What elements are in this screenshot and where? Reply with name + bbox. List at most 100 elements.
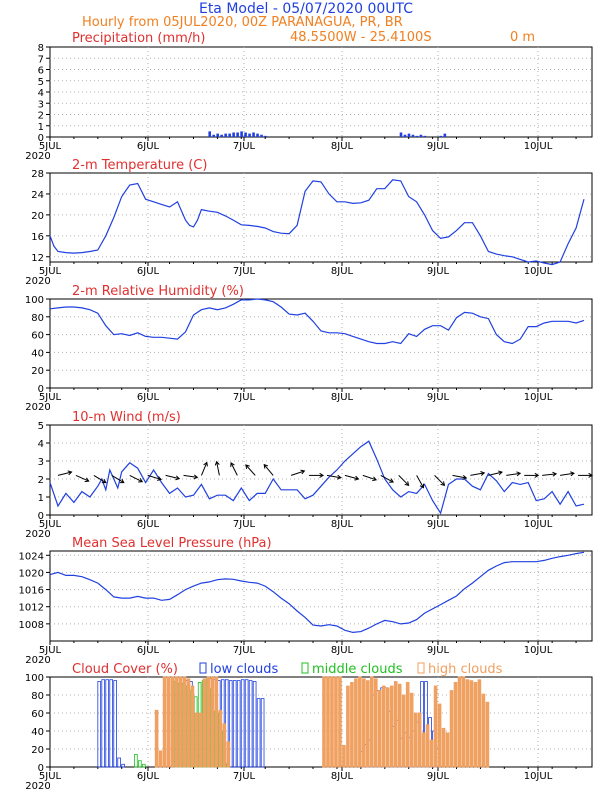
- cloud-bar-high-clouds: [158, 750, 163, 768]
- x-tick-label: 10JUL: [524, 519, 553, 530]
- x-tick-label: 10JUL: [524, 266, 553, 277]
- x-tick-label: 5JUL: [39, 141, 62, 152]
- wind-barb-head: [480, 471, 486, 476]
- wind-barb-head: [245, 464, 250, 470]
- cloud-bar-high-clouds: [381, 685, 386, 768]
- chart-subtitle: Hourly from 05JUL2020, 00Z PARANAGUA, PR…: [82, 15, 403, 30]
- y-tick-label: 80: [31, 691, 44, 702]
- cloud-bar-high-clouds: [405, 682, 410, 768]
- wind-barb-head: [175, 475, 181, 481]
- cloud-bar-low-clouds: [121, 763, 125, 768]
- y-tick-label: 12: [31, 253, 44, 264]
- panel-title: Cloud Cover (%): [72, 662, 178, 677]
- wind-barb-head: [516, 471, 522, 477]
- cloud-bar-high-clouds: [346, 685, 350, 768]
- cloud-bar-high-clouds: [330, 676, 334, 768]
- cloud-bar-middle-clouds: [142, 763, 146, 768]
- cloud-bar-high-clouds: [421, 732, 426, 768]
- cloud-bar-low-clouds: [252, 681, 257, 768]
- year-label: 2020: [25, 276, 50, 287]
- cloud-bar-high-clouds: [154, 709, 159, 768]
- y-tick-label: 20: [31, 366, 44, 377]
- year-label: 2020: [25, 402, 50, 413]
- precip-bar: [256, 133, 259, 137]
- cloud-bar-high-clouds: [222, 723, 227, 768]
- y-tick-label: 28: [31, 169, 44, 180]
- x-tick-label: 7JUL: [233, 771, 256, 782]
- legend-label: middle clouds: [312, 662, 403, 677]
- x-tick-label: 5JUL: [39, 645, 62, 656]
- wind-barb: [326, 474, 341, 479]
- panel-frame: [49, 298, 593, 389]
- x-tick-label: 9JUL: [427, 266, 450, 277]
- cloud-bar-high-clouds: [218, 709, 223, 768]
- cloud-bar-high-clouds: [162, 676, 167, 768]
- cloud-bar-high-clouds: [198, 712, 203, 768]
- wind-barb: [452, 474, 467, 479]
- cloud-bar-high-clouds: [354, 678, 358, 768]
- cloud-bar-middle-clouds: [134, 754, 138, 768]
- cloud-bar-low-clouds: [109, 679, 113, 768]
- wind-barb-head: [336, 474, 342, 480]
- y-tick-label: 3: [38, 99, 44, 110]
- wind-barb-head: [419, 483, 425, 489]
- cloud-bar-low-clouds: [101, 679, 106, 768]
- year-label: 2020: [25, 151, 50, 162]
- x-tick-label: 6JUL: [137, 645, 160, 656]
- x-tick-label: 7JUL: [233, 645, 256, 656]
- x-tick-label: 9JUL: [427, 141, 450, 152]
- x-tick-label: 6JUL: [137, 266, 160, 277]
- precip-bar: [240, 131, 243, 137]
- panel-frame: [49, 550, 593, 642]
- cloud-bar-high-clouds: [206, 676, 211, 768]
- series-line-wind: [49, 440, 585, 515]
- wind-barb-head: [372, 476, 378, 482]
- cloud-bar-high-clouds: [190, 685, 195, 768]
- wind-barb: [93, 474, 107, 484]
- panel-wind: 0 1 2 3 4 5 5JUL 6JUL 7JUL 8JUL 9JUL 10JUL 2020 10-m …: [25, 410, 594, 540]
- cloud-bar-high-clouds: [226, 741, 231, 768]
- precip-bar: [212, 134, 215, 137]
- panel-frame: [49, 424, 593, 516]
- cloud-bar-high-clouds: [210, 676, 215, 768]
- x-tick-label: 9JUL: [427, 392, 450, 403]
- wind-barb-head: [84, 477, 90, 483]
- cloud-bar-high-clouds: [374, 678, 378, 768]
- cloud-bar-high-clouds: [326, 676, 330, 768]
- cloud-bar-low-clouds: [97, 681, 102, 768]
- x-tick-label: 6JUL: [137, 392, 160, 403]
- precip-bar: [260, 134, 263, 137]
- cloud-bar-middle-clouds: [138, 760, 142, 768]
- precip-bar: [208, 131, 212, 137]
- x-tick-label: 8JUL: [331, 266, 354, 277]
- cloud-bar-low-clouds: [105, 679, 109, 768]
- legend-swatch: [417, 662, 425, 674]
- legend-swatch: [199, 662, 207, 674]
- precip-bar: [443, 133, 447, 137]
- panel-title: Mean Sea Level Pressure (hPa): [72, 536, 272, 551]
- wind-barb-head: [193, 474, 199, 480]
- cloud-bar-high-clouds: [202, 678, 207, 768]
- cloud-bar-low-clouds: [232, 680, 237, 768]
- cloud-bar-high-clouds: [465, 679, 470, 768]
- wind-barb: [75, 474, 89, 482]
- x-tick-label: 9JUL: [427, 519, 450, 530]
- year-label: 2020: [25, 529, 50, 540]
- cloud-bar-high-clouds: [377, 690, 382, 768]
- panel-temp: 12 16 20 24 28 5JUL 6JUL 7JUL 8JUL 9JUL 10JUL 2020 2…: [25, 158, 593, 287]
- wind-barb-head: [203, 461, 208, 467]
- panel-frame: [49, 172, 593, 263]
- wind-barb: [216, 461, 220, 476]
- wind-barb: [57, 471, 72, 476]
- cloud-bar-high-clouds: [362, 678, 366, 768]
- wind-barb-head: [319, 472, 325, 478]
- wind-barb: [263, 464, 274, 476]
- wind-barb-head: [404, 481, 410, 486]
- x-tick-label: 10JUL: [524, 392, 553, 403]
- precip-bar: [224, 133, 227, 137]
- cloud-bar-high-clouds: [350, 682, 354, 768]
- precip-bar: [216, 133, 219, 137]
- wind-barb: [200, 462, 208, 476]
- y-tick-label: 100: [25, 295, 44, 306]
